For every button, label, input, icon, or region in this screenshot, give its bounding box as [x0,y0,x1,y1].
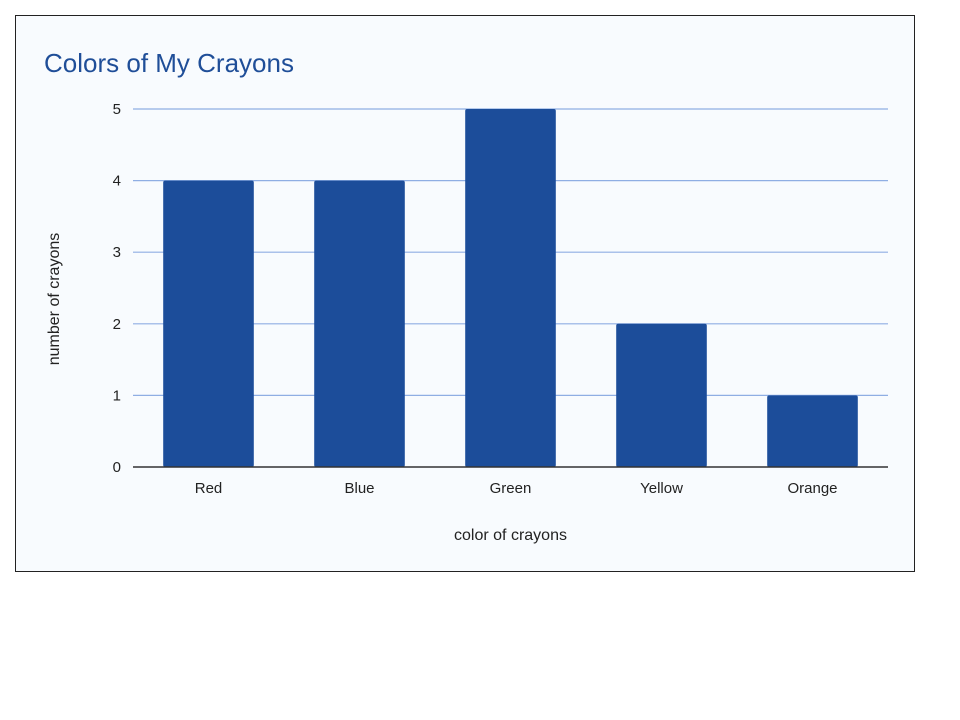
x-tick-label: Yellow [640,480,683,497]
y-tick-label: 5 [113,101,121,118]
bar-green [465,109,556,467]
y-tick-label: 0 [113,459,121,476]
bar-blue [314,180,405,467]
x-tick-label: Red [195,480,223,497]
chart-title: Colors of My Crayons [44,48,294,78]
bar-orange [767,395,858,467]
bar-red [163,180,254,467]
x-tick-label: Green [490,480,532,497]
y-tick-label: 4 [113,173,121,190]
bars [163,109,858,467]
bar-yellow [616,323,707,467]
y-axis-title: number of crayons [46,233,63,366]
y-tick-label: 3 [113,244,121,261]
x-tick-label: Blue [344,480,374,497]
y-tick-label: 1 [113,387,121,404]
y-tick-label: 2 [113,316,121,333]
x-tick-label: Orange [787,480,837,497]
y-axis-ticks: 0 1 2 3 4 5 [113,101,121,476]
chart-container: Colors of My Crayons 0 1 2 3 4 5 Red Blue Green… [15,15,915,572]
x-axis-ticks: Red Blue Green Yellow Orange [195,480,838,497]
bar-chart: Colors of My Crayons 0 1 2 3 4 5 Red Blue Green… [44,48,888,544]
x-axis-title: color of crayons [454,527,567,544]
